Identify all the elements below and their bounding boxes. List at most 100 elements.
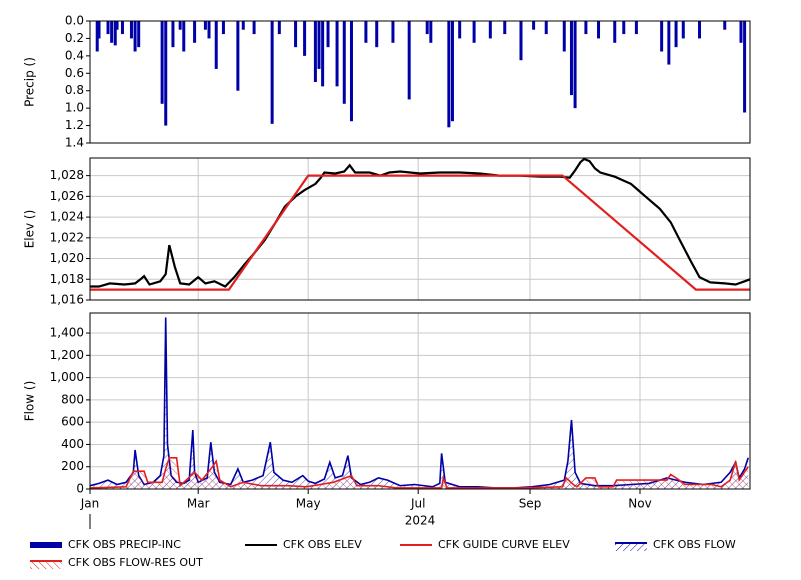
precip-bar	[236, 21, 240, 91]
precip-bar	[472, 21, 476, 43]
legend-label: CFK OBS FLOW-RES OUT	[68, 556, 203, 569]
precip-bar	[723, 21, 727, 30]
precip-bar	[207, 21, 211, 39]
precip-bar	[241, 21, 245, 30]
precip-bar	[321, 21, 325, 87]
y-tick-label: 0.0	[65, 14, 84, 28]
y-tick-label: 1.2	[65, 118, 84, 132]
legend-swatch	[615, 544, 647, 551]
y-axis-label: Flow ()	[23, 381, 37, 422]
y-tick-label: 0.2	[65, 31, 84, 45]
y-tick-label: 1,020	[50, 251, 84, 265]
y-tick-label: 1,022	[50, 230, 84, 244]
y-tick-label: 1,000	[50, 370, 84, 384]
precip-bar	[681, 21, 685, 39]
precip-bar	[221, 21, 225, 35]
precip-bar	[214, 21, 218, 69]
precip-bar	[622, 21, 626, 35]
precip-bar	[294, 21, 298, 48]
precip-bar	[532, 21, 536, 30]
precip-bar	[364, 21, 368, 43]
precip-bar	[171, 21, 175, 48]
precip-bar	[597, 21, 601, 39]
precip-bar	[613, 21, 617, 43]
precip-bar	[391, 21, 395, 43]
precip-bar	[193, 21, 197, 43]
y-tick-label: 1,200	[50, 348, 84, 362]
legend-label: CFK OBS FLOW	[653, 538, 736, 551]
precip-bar	[342, 21, 346, 104]
precip-bar	[182, 21, 186, 52]
precip-bar	[317, 21, 321, 69]
legend-label: CFK OBS ELEV	[283, 538, 362, 551]
precip-bar	[178, 21, 182, 30]
legend-swatch	[30, 562, 62, 569]
precip-bar	[447, 21, 451, 128]
y-tick-label: 0.8	[65, 83, 84, 97]
y-tick-label: 0	[76, 482, 84, 496]
precip-bar	[313, 21, 317, 82]
precip-bar	[660, 21, 664, 52]
precip-bar	[270, 21, 274, 124]
precip-bar	[544, 21, 548, 35]
series-line	[89, 317, 749, 489]
precip-bar	[113, 21, 117, 46]
precip-bar	[698, 21, 702, 39]
year-label: 2024	[405, 514, 436, 528]
x-tick-label: Nov	[628, 497, 651, 511]
precip-bar	[137, 21, 141, 48]
precip-bar	[562, 21, 566, 52]
y-tick-label: 1,028	[50, 168, 84, 182]
precip-bar	[160, 21, 164, 104]
precip-bar	[203, 21, 207, 30]
y-axis-label: Precip ()	[23, 57, 37, 107]
y-tick-label: 0.4	[65, 48, 84, 62]
precip-bar	[569, 21, 573, 96]
plot-frame	[89, 312, 751, 490]
x-tick-label: Jan	[80, 497, 100, 511]
precip-bar	[133, 21, 137, 52]
y-tick-label: 200	[61, 459, 84, 473]
precip-bar	[488, 21, 492, 39]
plot-frame	[89, 20, 751, 144]
plot-frame	[89, 157, 751, 301]
y-tick-label: 1,400	[50, 326, 84, 340]
precip-bar	[573, 21, 577, 109]
precip-bar	[429, 21, 433, 43]
precip-bar	[115, 21, 119, 30]
precip-bar	[326, 21, 330, 48]
x-tick-label: Jul	[410, 497, 425, 511]
y-tick-label: 1.0	[65, 101, 84, 115]
y-tick-label: 1.4	[65, 136, 84, 150]
legend-label: CFK OBS PRECIP-INC	[68, 538, 181, 551]
precip-bar	[458, 21, 462, 39]
precip-bar	[584, 21, 588, 35]
y-tick-label: 1,018	[50, 272, 84, 286]
x-tick-label: Sep	[519, 497, 542, 511]
precip-bar	[129, 21, 133, 39]
y-tick-label: 1,024	[50, 210, 84, 224]
precip-bar	[252, 21, 256, 35]
precip-bar	[743, 21, 747, 113]
precip-bar	[407, 21, 411, 100]
legend-swatch	[30, 542, 62, 548]
precip-bar	[503, 21, 507, 35]
precip-bar	[739, 21, 743, 43]
y-tick-label: 1,026	[50, 189, 84, 203]
precip-bar	[375, 21, 379, 48]
y-tick-label: 400	[61, 437, 84, 451]
x-tick-label: Mar	[187, 497, 210, 511]
precip-bar	[349, 21, 353, 122]
precip-bar	[97, 21, 101, 39]
legend-label: CFK GUIDE CURVE ELEV	[438, 538, 570, 551]
precip-bar	[303, 21, 307, 56]
precip-bar	[450, 21, 454, 122]
y-tick-label: 0.6	[65, 66, 84, 80]
precip-bar	[277, 21, 281, 35]
x-tick-label: May	[296, 497, 321, 511]
precip-bar	[110, 21, 114, 43]
precip-bar	[120, 21, 124, 35]
precip-bar	[425, 21, 429, 35]
precip-bar	[106, 21, 110, 35]
